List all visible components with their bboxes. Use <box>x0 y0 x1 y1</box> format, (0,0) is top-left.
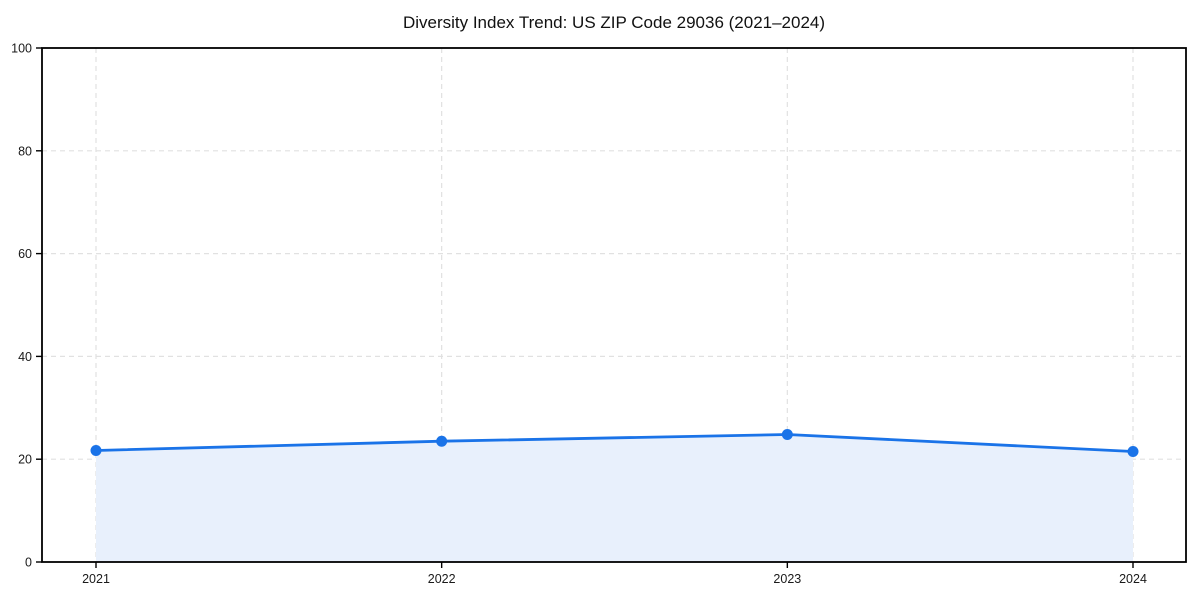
data-point-2024 <box>1127 445 1139 457</box>
data-point-2023 <box>781 429 793 441</box>
y-tick-label: 80 <box>18 144 32 158</box>
data-point-2022 <box>436 435 448 447</box>
y-tick-label: 100 <box>11 42 32 56</box>
x-tick-label: 2022 <box>428 572 456 586</box>
y-tick-label: 40 <box>18 350 32 364</box>
x-tick-label: 2021 <box>82 572 110 586</box>
y-tick-label: 0 <box>25 556 32 570</box>
area-fill <box>96 434 1133 562</box>
chart-title: Diversity Index Trend: US ZIP Code 29036… <box>402 13 826 32</box>
x-tick-label: 2024 <box>1119 572 1147 586</box>
y-tick-label: 20 <box>18 453 32 467</box>
plot-border <box>41 47 1187 563</box>
x-tick-label: 2023 <box>773 572 801 586</box>
data-point-2021 <box>90 444 102 456</box>
trend-line <box>94 433 1135 453</box>
y-tick-label: 60 <box>18 247 32 261</box>
